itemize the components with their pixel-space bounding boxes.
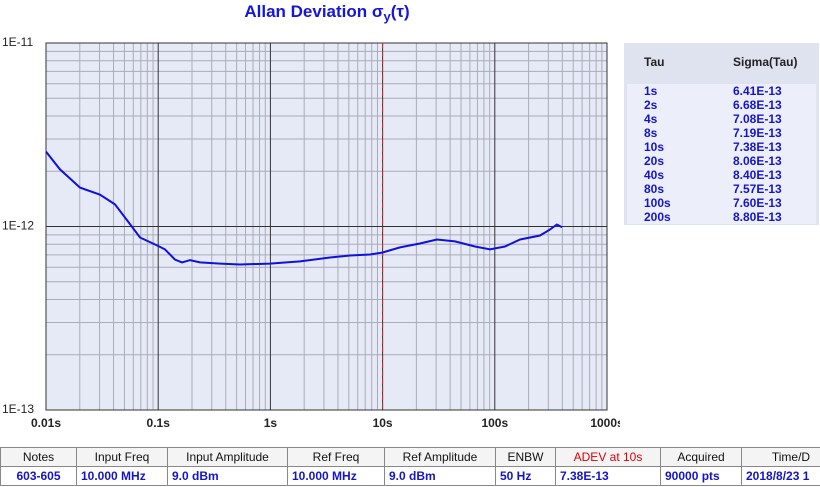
x-tick-label: 10s xyxy=(373,416,393,430)
sigma-value: 7.08E-13 xyxy=(733,112,782,126)
x-tick-label: 1s xyxy=(264,416,278,430)
tau-value: 20s xyxy=(644,154,665,168)
cell: 10.000 MHz xyxy=(76,466,168,486)
tau-value: 1s xyxy=(644,84,658,98)
cell: Acquired xyxy=(660,447,742,467)
chart-title: Allan Deviation σy(τ) xyxy=(244,2,409,24)
cell: 9.0 dBm xyxy=(384,466,496,486)
sigma-value: 7.60E-13 xyxy=(733,196,782,210)
cell: 2018/8/23 1 xyxy=(741,466,820,486)
cell: Time/D xyxy=(741,447,820,467)
tau-value: 2s xyxy=(644,98,658,112)
tau-value: 80s xyxy=(644,182,665,196)
sigma-value: 6.41E-13 xyxy=(733,84,782,98)
rows: 1s 6.41E-13 2s 6.68E-13 4s 7.08E-13 8s 7.19E-13… xyxy=(627,84,816,224)
data-row: 603-605 10.000 MHz 9.0 dBm 10.000 MHz 9.0 dB… xyxy=(0,466,820,486)
sigma-value: 8.06E-13 xyxy=(733,154,782,168)
cell: ENBW xyxy=(495,447,556,467)
cell: 603-605 xyxy=(0,466,77,486)
x-tick-label: 1000s xyxy=(590,416,620,430)
tau-value: 40s xyxy=(644,168,665,182)
cell: Input Amplitude xyxy=(167,447,288,467)
cell: Ref Freq xyxy=(287,447,385,467)
cell: 9.0 dBm xyxy=(167,466,288,486)
chart: Allan Deviation σy(τ) 0.01s 0.1s 1s 10s 100s… xyxy=(2,2,620,430)
cell: Ref Amplitude xyxy=(384,447,496,467)
tau-value: 100s xyxy=(644,196,671,210)
tau-value: 4s xyxy=(644,112,658,126)
y-tick-label: 1E-13 xyxy=(2,402,34,416)
cell: Input Freq xyxy=(76,447,168,467)
title-text: Allan Deviation σ xyxy=(244,2,384,21)
cell: 7.38E-13 xyxy=(555,466,661,486)
data-line xyxy=(45,150,563,266)
x-tick-label: 100s xyxy=(481,416,508,430)
y-tick-label: 1E-12 xyxy=(2,219,34,233)
title-subscript: y xyxy=(384,9,392,24)
header: Sigma(Tau) xyxy=(733,55,798,69)
info-table: Notes Input Freq Input Amplitude Ref Freq Re… xyxy=(0,447,820,486)
plot-border xyxy=(45,42,608,411)
sigma-value: 7.57E-13 xyxy=(733,182,782,196)
cell: Notes xyxy=(0,447,77,467)
header-row: Notes Input Freq Input Amplitude Ref Freq Re… xyxy=(0,447,820,467)
sigma-value: 8.80E-13 xyxy=(733,210,782,224)
cell: 90000 pts xyxy=(660,466,742,486)
x-tick-label: 0.1s xyxy=(147,416,171,430)
cell: 50 Hz xyxy=(495,466,556,486)
tau-value: 10s xyxy=(644,140,665,154)
y-tick-label: 1E-11 xyxy=(2,35,33,49)
cell: 10.000 MHz xyxy=(287,466,385,486)
tau-value: 8s xyxy=(644,126,658,140)
tau-value: 200s xyxy=(644,210,671,224)
sigma-table: Tau Sigma(Tau) 1s 6.41E-13 2s 6.68E-13 4s 7.0… xyxy=(624,43,819,225)
sigma-value: 7.38E-13 xyxy=(733,140,782,154)
cell: ADEV at 10s xyxy=(555,447,661,467)
sigma-value: 8.40E-13 xyxy=(733,168,782,182)
sigma-value: 6.68E-13 xyxy=(733,98,782,112)
x-tick-label: 0.01s xyxy=(31,416,61,430)
sigma-value: 7.19E-13 xyxy=(733,126,782,140)
header: Tau xyxy=(644,55,665,69)
title-suffix: (τ) xyxy=(391,2,410,21)
